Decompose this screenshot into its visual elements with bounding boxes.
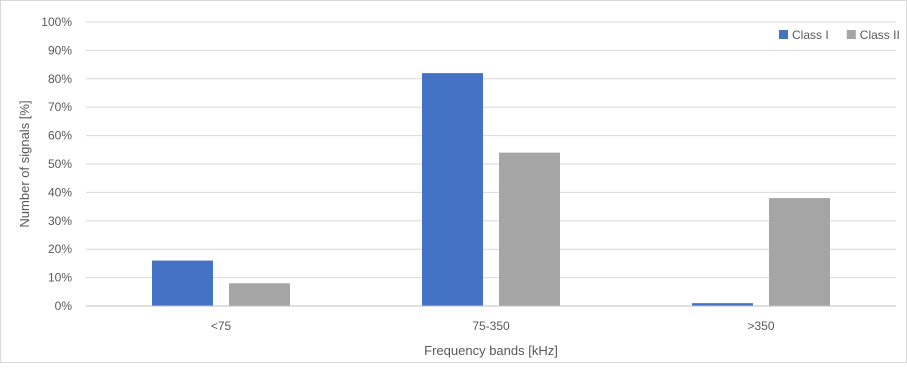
bar-class-i [152,260,213,306]
x-tick-labels: <75 75-350 >350 [211,319,775,333]
x-tick-label: <75 [211,319,232,333]
y-tick-label: 40% [48,185,72,199]
bar-class-i [692,303,753,306]
bars [152,73,830,307]
y-tick-label: 70% [48,100,72,114]
y-tick-label: 30% [48,214,72,228]
y-tick-label: 80% [48,72,72,86]
y-tick-label: 10% [48,271,72,285]
bar-class-ii [769,198,830,306]
y-tick-label: 50% [48,157,72,171]
x-axis-title: Frequency bands [kHz] [424,343,558,358]
y-axis-title: Number of signals [%] [17,100,32,227]
bar-class-ii [229,283,290,306]
legend-swatch [779,30,788,39]
y-tick-label: 90% [48,43,72,57]
x-tick-label: 75-350 [472,319,510,333]
y-tick-label: 0% [55,299,73,313]
legend-label: Class I [792,28,829,42]
y-tick-label: 60% [48,129,72,143]
bar-class-i [422,73,483,307]
bar-class-ii [499,152,560,306]
legend-swatch [846,30,856,39]
y-tick-label: 100% [41,15,72,29]
gridlines [86,21,896,279]
x-tick-label: >350 [747,319,774,333]
legend: Class I Class II [779,28,900,42]
legend-label: Class II [860,28,900,42]
y-tick-label: 20% [48,242,72,256]
y-tick-labels: 0% 10% 20% 30% 40% 50% 60% 70% 80% 90% 100% [41,15,72,313]
